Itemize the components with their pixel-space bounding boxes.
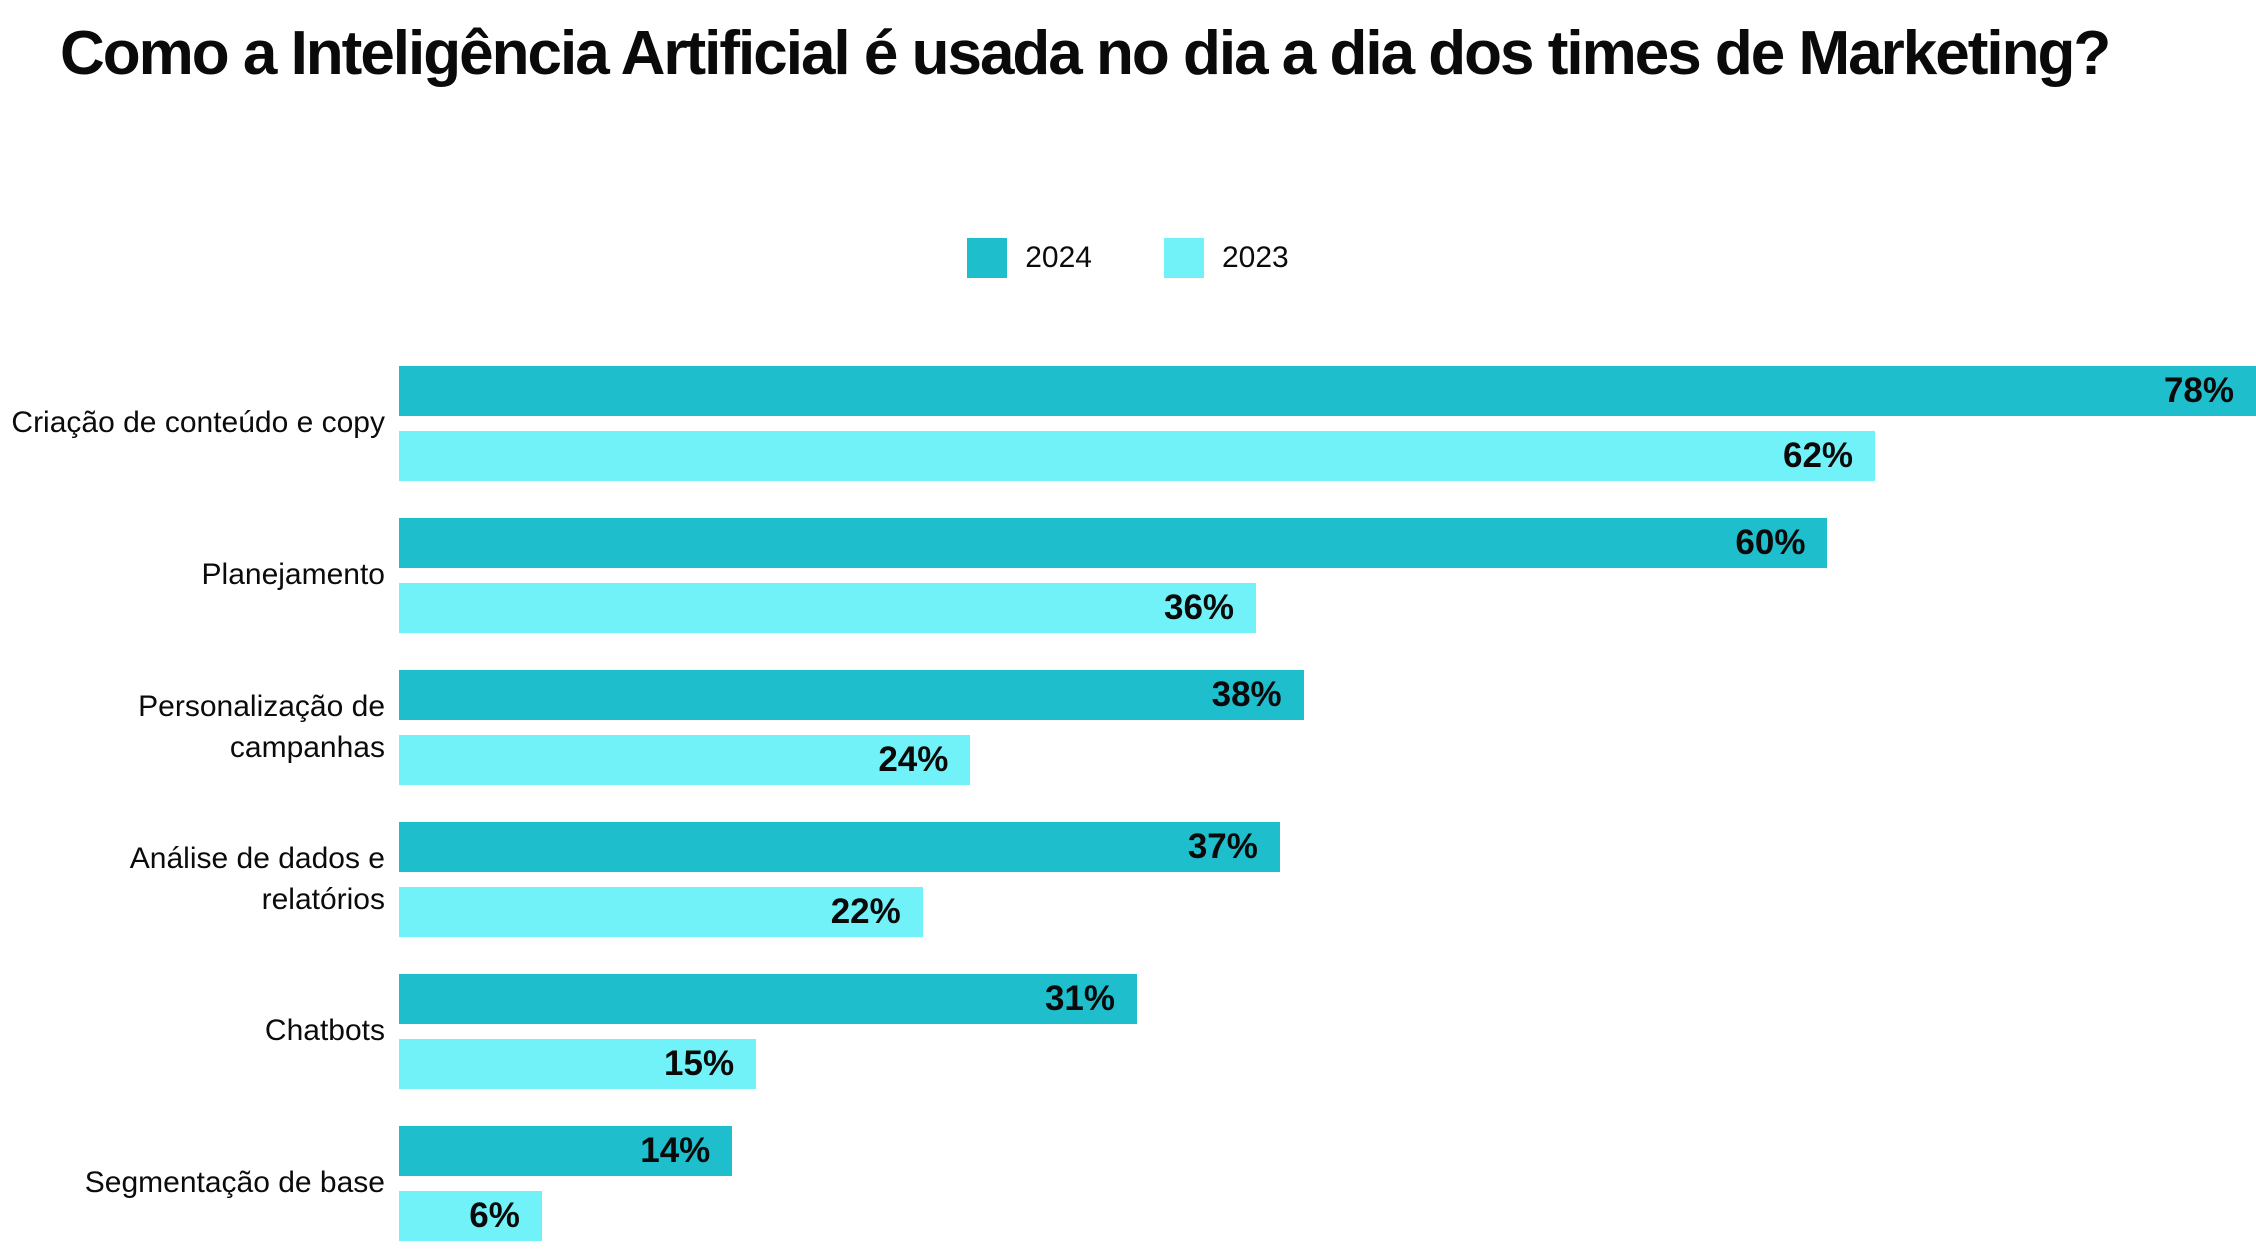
category-label: Planejamento	[201, 558, 385, 592]
value-label: 36%	[1164, 588, 1235, 627]
category-group: Criação de conteúdo e copy 78% 62%	[0, 366, 2256, 481]
bars-container: 60% 36%	[399, 518, 2256, 633]
bar-2023: 15%	[399, 1039, 757, 1089]
bar-2023: 22%	[399, 887, 923, 937]
bar-2023: 6%	[399, 1191, 542, 1241]
bar-track: 15%	[399, 1039, 2256, 1089]
value-label: 38%	[1211, 675, 1282, 714]
legend-item-2023: 2023	[1164, 238, 1289, 278]
bar-track: 37%	[399, 822, 2256, 872]
bar-track: 14%	[399, 1126, 2256, 1176]
bar-2024: 31%	[399, 974, 1138, 1024]
bar-2024: 38%	[399, 670, 1304, 720]
value-label: 14%	[640, 1131, 711, 1170]
bar-track: 78%	[399, 366, 2256, 416]
category-group: Análise de dados e relatórios 37% 22%	[0, 822, 2256, 937]
category-group: Chatbots 31% 15%	[0, 974, 2256, 1089]
chart-title: Como a Inteligência Artificial é usada n…	[60, 19, 2111, 88]
bar-track: 22%	[399, 887, 2256, 937]
legend-item-2024: 2024	[967, 238, 1092, 278]
bar-track: 38%	[399, 670, 2256, 720]
value-label: 62%	[1783, 436, 1854, 475]
bar-2024: 37%	[399, 822, 1280, 872]
value-label: 78%	[2163, 371, 2234, 410]
value-label: 24%	[878, 740, 949, 779]
category-group: Segmentação de base 14% 6%	[0, 1126, 2256, 1241]
value-label: 60%	[1735, 523, 1806, 562]
legend-label-2023: 2023	[1222, 241, 1289, 274]
bar-track: 31%	[399, 974, 2256, 1024]
category-label: Chatbots	[264, 1014, 385, 1048]
bar-track: 24%	[399, 735, 2256, 785]
value-label: 37%	[1187, 827, 1258, 866]
category-group: Planejamento 60% 36%	[0, 518, 2256, 633]
bar-2024: 78%	[399, 366, 2256, 416]
bar-2023: 24%	[399, 735, 971, 785]
category-group: Personalização de campanhas 38% 24%	[0, 670, 2256, 785]
legend-swatch-2023	[1164, 238, 1204, 278]
bar-2024: 14%	[399, 1126, 733, 1176]
bar-chart: Criação de conteúdo e copy 78% 62% Planejam…	[0, 366, 2256, 1241]
bars-container: 31% 15%	[399, 974, 2256, 1089]
bars-container: 37% 22%	[399, 822, 2256, 937]
bars-container: 78% 62%	[399, 366, 2256, 481]
bar-track: 60%	[399, 518, 2256, 568]
bar-track: 62%	[399, 431, 2256, 481]
value-label: 22%	[830, 892, 901, 931]
bar-track: 36%	[399, 583, 2256, 633]
bars-container: 14% 6%	[399, 1126, 2256, 1241]
value-label: 6%	[469, 1196, 520, 1235]
category-label: Segmentação de base	[84, 1166, 385, 1200]
legend-swatch-2024	[967, 238, 1008, 278]
category-label: Análise de dados e relatórios	[129, 841, 385, 916]
legend-label-2024: 2024	[1025, 241, 1092, 274]
bar-2023: 62%	[399, 431, 1876, 481]
category-label: Personalização de campanhas	[138, 689, 385, 764]
bar-track: 6%	[399, 1191, 2256, 1241]
legend: 2024 2023	[0, 238, 2256, 278]
bars-container: 38% 24%	[399, 670, 2256, 785]
bar-2023: 36%	[399, 583, 1257, 633]
category-label: Criação de conteúdo e copy	[11, 406, 385, 440]
value-label: 15%	[664, 1044, 735, 1083]
bar-2024: 60%	[399, 518, 1828, 568]
value-label: 31%	[1044, 979, 1116, 1018]
